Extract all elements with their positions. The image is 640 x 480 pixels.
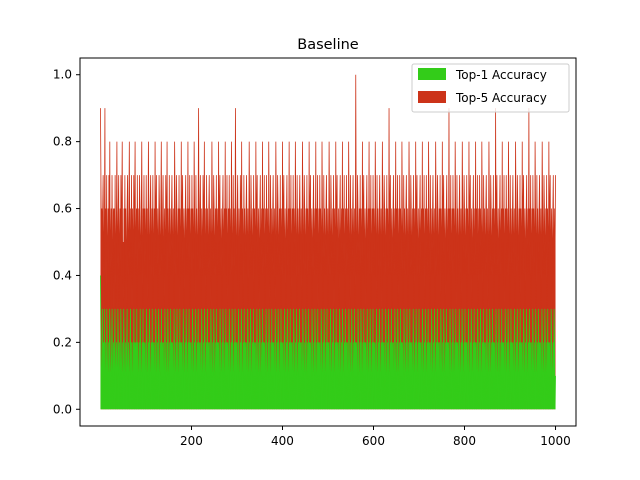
- y-tick-label: 0.4: [53, 268, 72, 282]
- legend-swatch-top-5: [418, 91, 446, 103]
- x-tick-label: 600: [362, 434, 385, 448]
- x-tick-label: 1000: [540, 434, 571, 448]
- y-tick-label: 0.0: [53, 402, 72, 416]
- series-line-top-1-accuracy: [100, 275, 556, 410]
- y-tick-label: 0.2: [53, 335, 72, 349]
- chart-title: Baseline: [297, 37, 359, 53]
- series-layer: [100, 74, 556, 410]
- y-axis: 0.0 0.2 0.4 0.6 0.8 1.0: [53, 68, 80, 416]
- x-tick-label: 400: [271, 434, 294, 448]
- x-tick-label: 200: [180, 434, 203, 448]
- plot-frame: [79, 57, 577, 427]
- y-tick-label: 0.6: [53, 202, 72, 216]
- series-line-top-5-accuracy: [100, 74, 556, 343]
- legend: Top-1 Accuracy Top-5 Accuracy: [411, 63, 570, 113]
- legend-box: [411, 63, 570, 113]
- x-tick-label: 800: [453, 434, 476, 448]
- legend-label-top-1: Top-1 Accuracy: [455, 68, 547, 82]
- x-axis: 200 400 600 800 1000: [180, 426, 571, 448]
- legend-label-top-5: Top-5 Accuracy: [455, 91, 547, 105]
- y-tick-label: 0.8: [53, 135, 72, 149]
- legend-swatch-top-1: [418, 68, 446, 80]
- y-tick-label: 1.0: [53, 68, 72, 82]
